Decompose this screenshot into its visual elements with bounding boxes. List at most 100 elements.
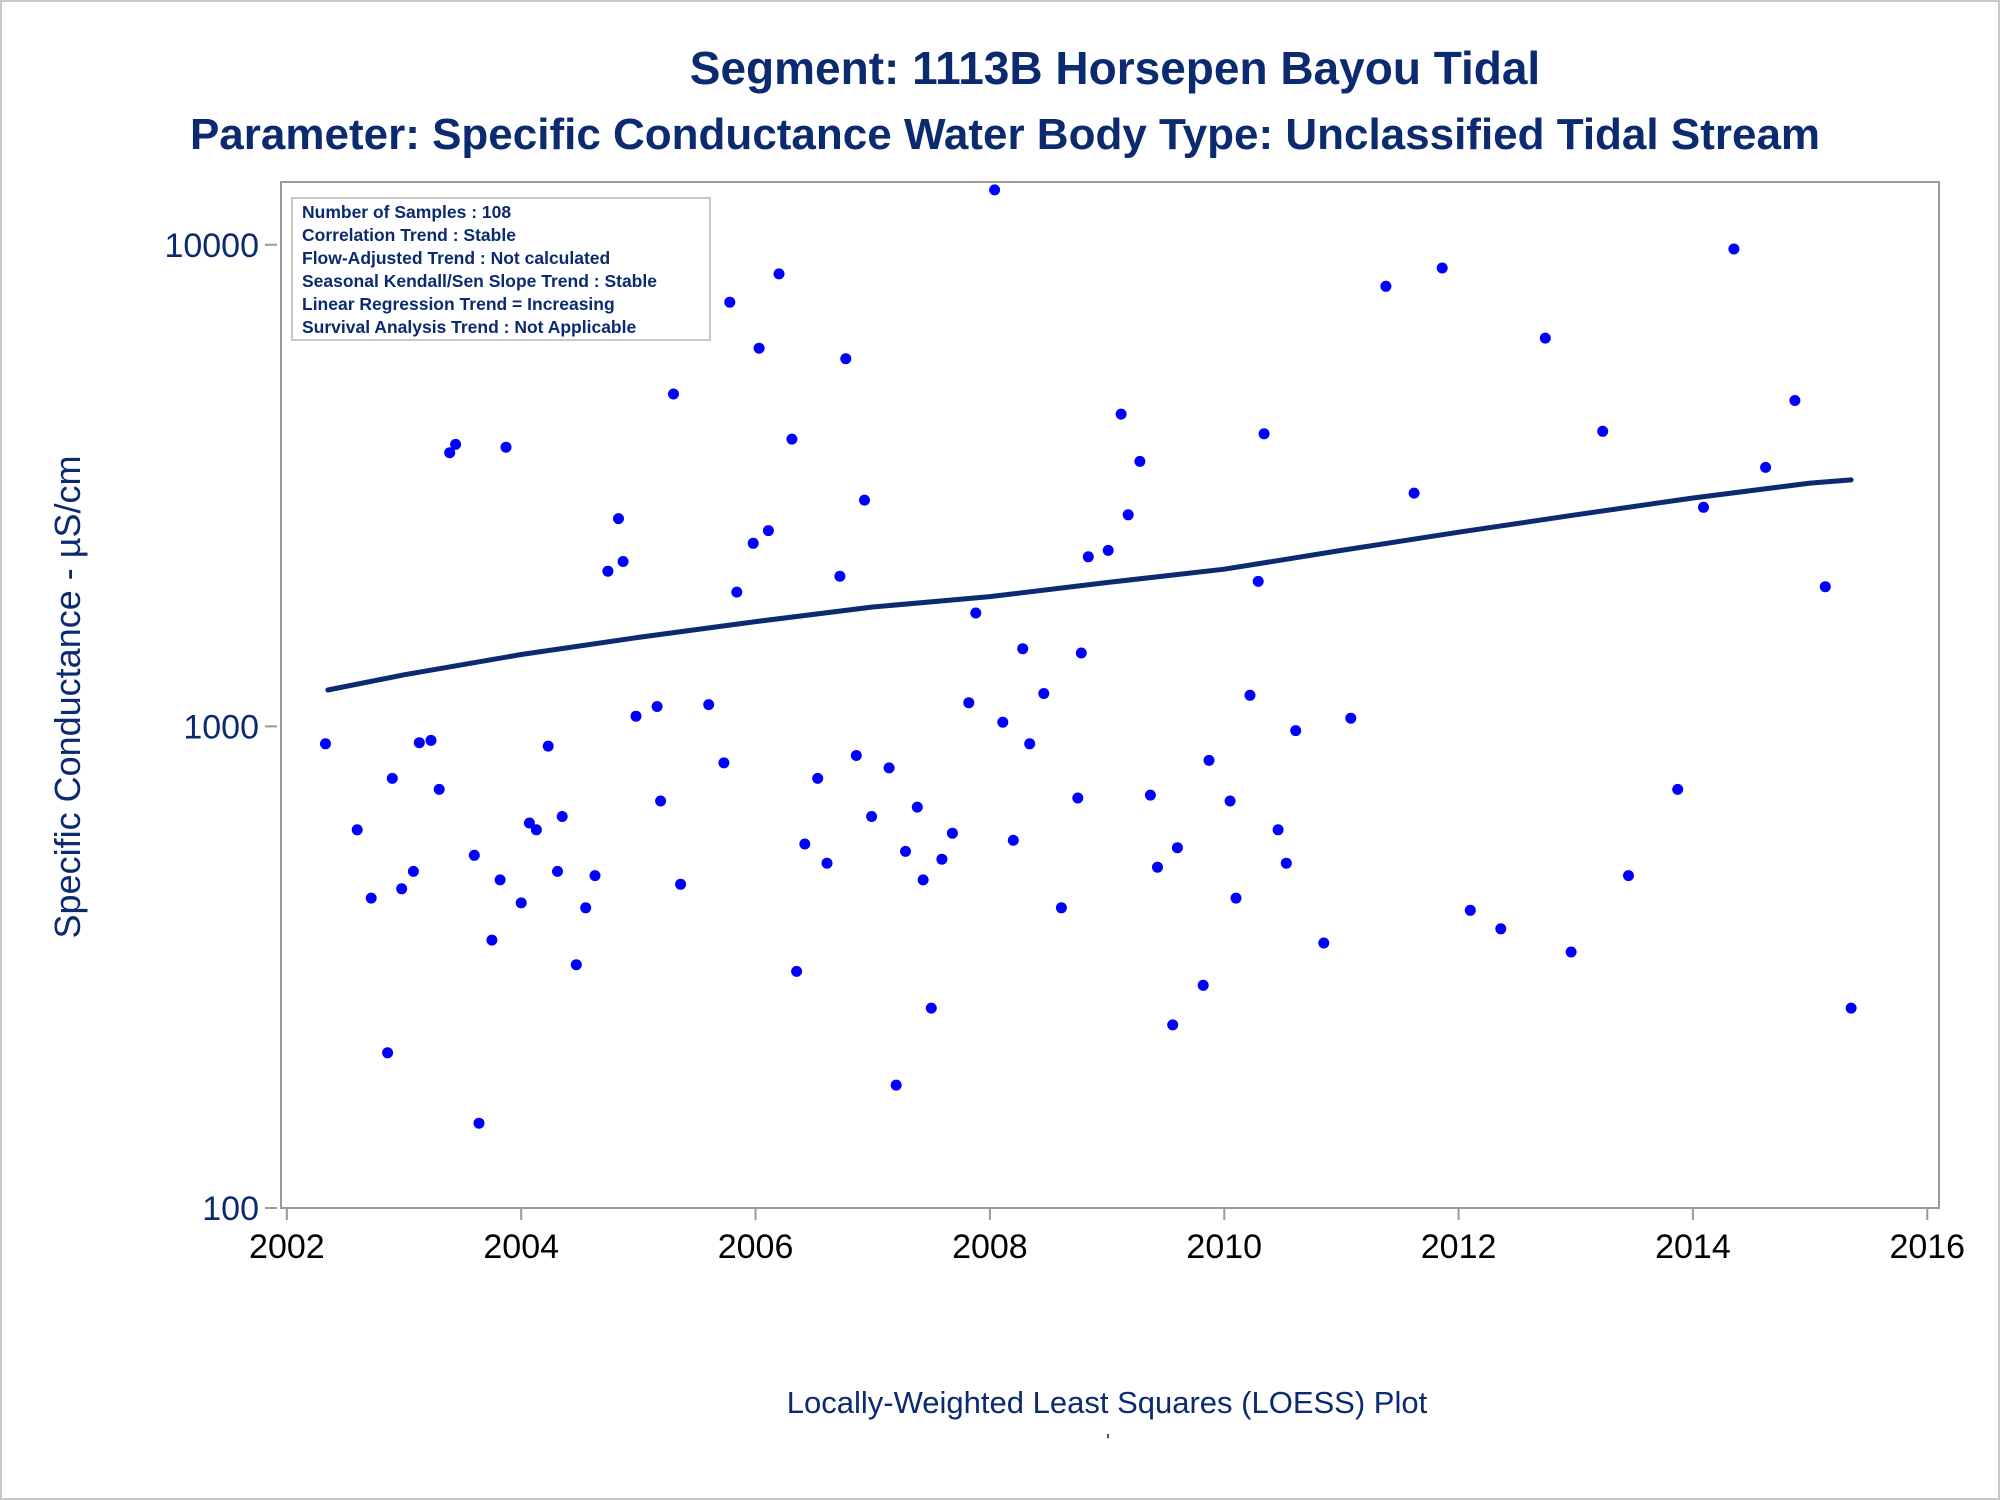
data-point [444,447,456,459]
data-point [946,827,958,839]
data-point [1115,408,1127,420]
data-point [1244,689,1256,701]
data-point [900,845,911,857]
stats-line-flow-adjusted: Flow-Adjusted Trend : Not calculated [302,248,610,268]
data-point [365,892,377,904]
data-point [1144,789,1156,801]
data-point [1280,857,1292,869]
stats-line-survival: Survival Analysis Trend : Not Applicable [302,317,636,337]
data-point [1224,795,1236,807]
data-point [989,184,1001,196]
data-point [668,388,679,400]
data-point [1819,581,1831,593]
data-point [1152,861,1163,873]
stats-line-linear-regression: Linear Regression Trend = Increasing [302,294,615,314]
data-point [494,874,506,886]
data-point [883,762,895,774]
data-point [917,874,929,886]
y-tick-label: 100 [202,1190,259,1228]
data-point [1203,754,1215,766]
data-point [320,738,331,750]
data-point [731,586,743,598]
data-point [1408,487,1420,499]
data-point [1230,892,1242,904]
x-tick-label: 2008 [952,1228,1028,1266]
plot-area-frame [280,181,1940,1209]
data-point [1672,783,1684,795]
data-point [613,513,624,525]
x-axis-footnote: ' [1106,1431,1110,1453]
data-point [1698,501,1709,513]
x-tick-label: 2004 [483,1228,559,1266]
data-point [834,570,846,582]
data-point [821,857,833,869]
data-point [1024,738,1036,750]
x-axis: 2002 2004 2006 2008 2010 2012 2014 2016 [249,1208,1965,1266]
data-point [1345,712,1357,724]
data-point [450,438,462,450]
data-point [580,902,592,914]
data-point [651,701,663,712]
data-point [589,870,601,882]
data-point [936,853,948,865]
data-point [530,824,542,836]
stats-line-seasonal-kendall: Seasonal Kendall/Sen Slope Trend : Stabl… [302,271,657,291]
data-point [556,811,568,822]
data-point [773,268,785,280]
trend-line-layer [325,477,1854,693]
x-tick-label: 2002 [249,1228,325,1266]
data-point [1760,461,1772,473]
data-point [500,441,512,453]
data-point [1075,647,1087,659]
data-point [812,772,824,784]
y-axis: 100 1000 10000 [164,227,277,1228]
data-point [911,801,923,813]
data-point [413,737,425,749]
data-point [473,1117,485,1129]
data-point [630,710,642,722]
data-point [382,1047,394,1059]
data-point [997,716,1009,728]
stats-line-correlation: Correlation Trend : Stable [302,225,516,245]
data-point [486,934,498,946]
x-tick-label: 2016 [1889,1228,1965,1266]
x-tick-label: 2006 [718,1228,794,1266]
x-tick-label: 2010 [1186,1228,1262,1266]
chart-subtitle: Parameter: Specific Conductance Water Bo… [190,110,1820,159]
data-point [799,838,811,850]
data-point [850,750,862,761]
data-point [1789,395,1801,406]
y-axis-title: Specific Conductance - µS/cm [47,456,88,939]
data-point [747,537,759,549]
data-point [963,697,975,709]
data-point [1597,425,1609,437]
data-point [859,494,870,506]
data-point [542,740,554,752]
data-point [791,965,803,977]
data-point [1007,834,1019,846]
data-point [386,772,398,784]
data-point [866,811,878,822]
data-point [396,883,408,895]
data-point [1102,544,1114,556]
stats-legend-box: Number of Samples : 108 Correlation Tren… [291,197,711,341]
data-point [523,817,535,829]
data-point [1845,1002,1857,1014]
data-point [753,342,765,354]
data-point [675,878,687,890]
data-point [970,607,982,619]
data-point [1167,1019,1179,1031]
data-point [1623,870,1634,882]
data-point [1055,902,1067,914]
data-point [724,296,736,308]
data-point [1122,509,1134,521]
data-point [786,433,798,445]
scatter-points-layer [320,184,1857,1129]
data-point [1082,551,1094,563]
data-point [703,699,715,711]
data-point [617,556,629,567]
data-point [1495,923,1507,935]
data-point [1171,842,1183,854]
data-point [570,959,582,971]
